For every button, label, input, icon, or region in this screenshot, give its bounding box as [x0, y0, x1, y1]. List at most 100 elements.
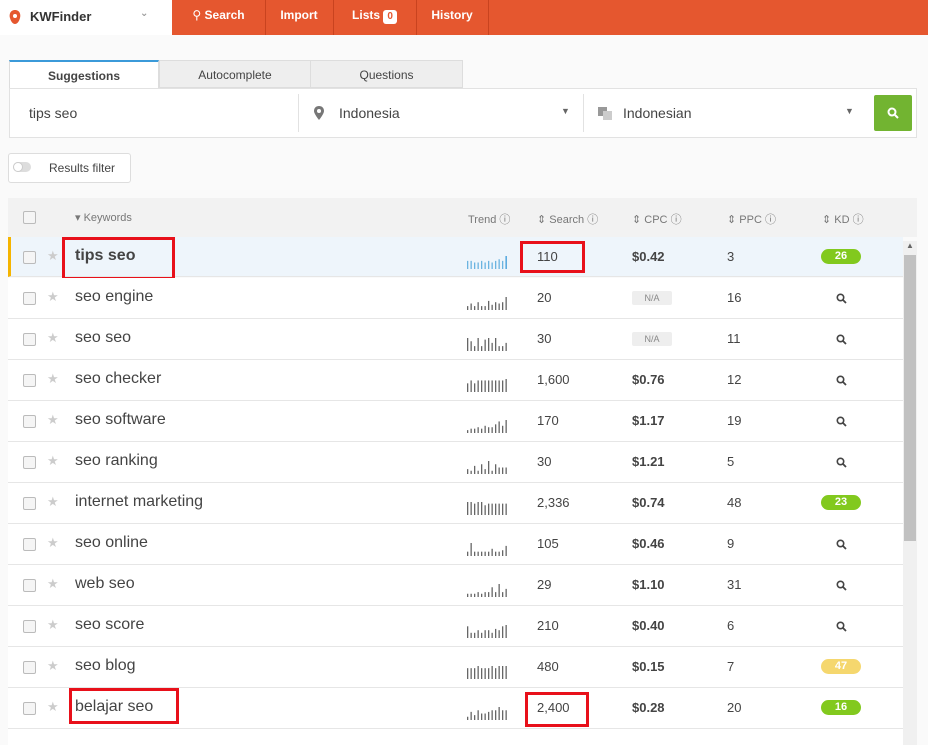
trend-bar	[474, 551, 476, 556]
trend-bar	[502, 592, 504, 597]
row-checkbox[interactable]	[23, 579, 36, 592]
ppc: 9	[727, 536, 735, 551]
header-kd[interactable]: ⇕ KD ⓘ	[822, 214, 864, 226]
nav-search[interactable]: ⚲ Search	[172, 0, 266, 35]
kd-lookup[interactable]	[836, 334, 847, 345]
select-all[interactable]	[23, 211, 36, 224]
trend-bar	[505, 467, 507, 474]
star[interactable]: ★	[47, 617, 59, 632]
tab[interactable]: Autocomplete	[159, 60, 311, 88]
kd-lookup[interactable]	[836, 539, 847, 550]
trend-bar	[502, 626, 504, 638]
location-select[interactable]: Indonesia	[339, 105, 400, 121]
kd-lookup[interactable]	[836, 293, 847, 304]
trend-bar	[502, 550, 504, 556]
nav-import[interactable]: Import	[265, 0, 334, 35]
nav-label: History	[431, 8, 473, 22]
trend-bar	[467, 593, 469, 597]
star[interactable]: ★	[47, 248, 59, 263]
table-row[interactable]	[8, 360, 903, 401]
brand[interactable]: KWFinder ⌄	[0, 0, 172, 35]
kd-badge: 23	[821, 495, 861, 510]
kd-lookup[interactable]	[836, 375, 847, 386]
query-input[interactable]: tips seo	[29, 105, 78, 121]
nav-history[interactable]: History	[416, 0, 489, 35]
ppc: 6	[727, 618, 735, 633]
trend-bar	[481, 551, 483, 556]
star[interactable]: ★	[47, 699, 59, 714]
star[interactable]: ★	[47, 658, 59, 673]
trend-bar	[470, 341, 472, 351]
trend-bar	[491, 710, 493, 720]
row-checkbox[interactable]	[23, 292, 36, 305]
trend-bar	[505, 625, 507, 638]
header-keywords[interactable]: ▾ Keywords	[75, 212, 132, 224]
trend-bar	[484, 592, 486, 597]
results-filter[interactable]: Results filter	[8, 153, 131, 183]
star[interactable]: ★	[47, 494, 59, 509]
row-checkbox[interactable]	[23, 251, 36, 264]
row-checkbox[interactable]	[23, 333, 36, 346]
tab[interactable]: Questions	[310, 60, 463, 88]
kd-lookup[interactable]	[836, 416, 847, 427]
trend-bar	[484, 339, 486, 351]
row-checkbox[interactable]	[23, 456, 36, 469]
row-checkbox[interactable]	[23, 538, 36, 551]
row-checkbox[interactable]	[23, 620, 36, 633]
kd-lookup[interactable]	[836, 580, 847, 591]
table-row[interactable]	[8, 401, 903, 442]
ppc: 16	[727, 290, 742, 305]
row-checkbox[interactable]	[23, 661, 36, 674]
highlight-box	[520, 241, 585, 273]
kd-lookup[interactable]	[836, 621, 847, 632]
header-search[interactable]: ⇕ Search ⓘ	[537, 214, 599, 226]
trend-bar	[467, 502, 469, 515]
row-checkbox[interactable]	[23, 415, 36, 428]
star[interactable]: ★	[47, 453, 59, 468]
star[interactable]: ★	[47, 535, 59, 550]
table-row[interactable]	[8, 606, 903, 647]
highlight-box	[62, 237, 175, 280]
trend-bar	[481, 260, 483, 269]
table-row[interactable]	[8, 237, 903, 277]
table-row[interactable]	[8, 524, 903, 565]
scrollbar[interactable]: ▲	[903, 241, 917, 745]
header-cpc[interactable]: ⇕ CPC ⓘ	[632, 214, 682, 226]
table-row[interactable]	[8, 647, 903, 688]
row-checkbox[interactable]	[23, 702, 36, 715]
row-checkbox[interactable]	[23, 497, 36, 510]
header-trend[interactable]: Trend ⓘ	[468, 214, 511, 226]
trend-bar	[505, 666, 507, 679]
star[interactable]: ★	[47, 289, 59, 304]
trend-bar	[495, 260, 497, 269]
table-header	[8, 198, 917, 237]
table-row[interactable]	[8, 565, 903, 606]
trend-bar	[481, 668, 483, 679]
header-ppc[interactable]: ⇕ PPC ⓘ	[727, 214, 776, 226]
trend-bar	[467, 306, 469, 310]
trend-bar	[467, 338, 469, 351]
ppc: 12	[727, 372, 742, 387]
table-row[interactable]	[8, 442, 903, 483]
trend-bar	[470, 502, 472, 515]
nav-label: Import	[280, 8, 318, 22]
table-row[interactable]	[8, 278, 903, 319]
star[interactable]: ★	[47, 371, 59, 386]
row-checkbox[interactable]	[23, 374, 36, 387]
table-row[interactable]	[8, 319, 903, 360]
trend-bar	[488, 711, 490, 720]
tab[interactable]: Suggestions	[9, 60, 159, 88]
language-select[interactable]: Indonesian	[623, 105, 692, 121]
search-button[interactable]	[874, 95, 912, 131]
trend-bar	[481, 464, 483, 474]
trend-bar	[491, 666, 493, 679]
trend-bar	[498, 421, 500, 433]
table-row[interactable]	[8, 483, 903, 524]
trend-bar	[491, 587, 493, 597]
star[interactable]: ★	[47, 412, 59, 427]
kd-lookup[interactable]	[836, 457, 847, 468]
star[interactable]: ★	[47, 576, 59, 591]
trend-bar	[491, 632, 493, 638]
nav-lists[interactable]: Lists 0	[333, 0, 417, 35]
star[interactable]: ★	[47, 330, 59, 345]
